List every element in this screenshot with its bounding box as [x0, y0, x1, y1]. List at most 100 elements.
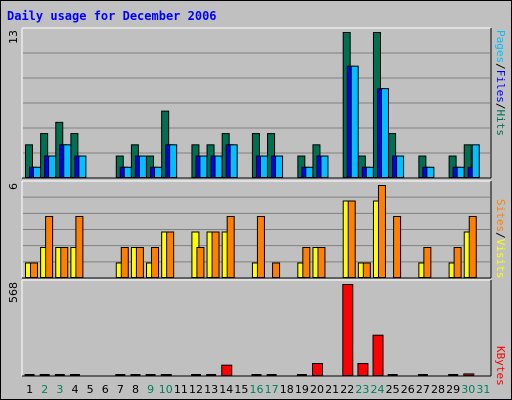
bar-sites-day-24 — [377, 185, 386, 278]
bar-sites-day-7 — [120, 247, 129, 278]
day-label-19: 19 — [295, 383, 309, 396]
bar-sites-day-25 — [393, 216, 402, 278]
bar-pages-day-25 — [396, 155, 405, 179]
bar-pages-day-22 — [350, 65, 359, 178]
bar-sites-day-29 — [453, 247, 462, 278]
day-label-17: 17 — [265, 383, 279, 396]
bar-pages-day-30 — [471, 144, 480, 178]
bar-kbytes-day-17 — [266, 374, 277, 376]
bar-sites-day-14 — [226, 216, 235, 278]
bar-sites-day-1 — [30, 262, 38, 278]
day-label-23: 23 — [355, 383, 369, 396]
day-label-24: 24 — [371, 383, 385, 396]
day-label-1: 1 — [26, 383, 33, 396]
bar-kbytes-day-19 — [296, 374, 307, 376]
legend-entry: Sites — [494, 199, 507, 232]
day-label-13: 13 — [204, 383, 218, 396]
bar-pages-day-10 — [169, 144, 178, 178]
bar-sites-day-9 — [151, 247, 160, 278]
chart-title: Daily usage for December 2006 — [7, 9, 217, 23]
panel-2-bg — [22, 280, 491, 376]
bar-sites-day-22 — [347, 200, 356, 278]
legend-entry: / — [494, 63, 507, 70]
bar-kbytes-day-12 — [190, 374, 201, 376]
bar-pages-day-17 — [275, 155, 284, 179]
bar-pages-day-23 — [365, 166, 374, 178]
bar-kbytes-day-13 — [206, 374, 217, 376]
day-label-14: 14 — [219, 383, 233, 396]
bar-kbytes-day-2 — [39, 374, 50, 376]
bar-kbytes-day-4 — [69, 374, 80, 376]
bar-kbytes-day-20 — [312, 363, 324, 377]
bar-pages-day-9 — [154, 166, 163, 178]
bar-kbytes-day-7 — [115, 374, 126, 376]
day-label-8: 8 — [132, 383, 139, 396]
day-label-28: 28 — [431, 383, 445, 396]
legend-entry: Visits — [494, 239, 507, 279]
day-label-15: 15 — [234, 383, 248, 396]
bar-sites-day-23 — [362, 262, 371, 278]
panel-1-legend: Sites/Visits — [494, 199, 507, 279]
bar-sites-day-17 — [272, 262, 281, 278]
legend-entry: Hits — [494, 110, 507, 137]
bar-pages-day-2 — [48, 155, 57, 179]
day-label-3: 3 — [56, 383, 63, 396]
bar-pages-day-29 — [456, 166, 465, 178]
bar-sites-day-2 — [45, 216, 54, 278]
bar-kbytes-day-23 — [357, 363, 369, 377]
bar-kbytes-day-29 — [448, 374, 459, 376]
bar-kbytes-day-3 — [54, 374, 65, 376]
legend-entry: Files — [494, 70, 507, 103]
bar-pages-day-3 — [63, 144, 72, 178]
panel-1-ymax-label: 6 — [7, 183, 20, 190]
bar-kbytes-day-22 — [342, 284, 354, 376]
bar-kbytes-day-27 — [417, 374, 428, 376]
panel-2-legend: KBytes — [494, 346, 507, 386]
bar-sites-day-16 — [256, 216, 265, 278]
bar-kbytes-day-9 — [145, 374, 156, 376]
bar-sites-day-13 — [211, 231, 220, 278]
legend-entry: Pages — [494, 30, 507, 63]
day-label-25: 25 — [386, 383, 400, 396]
bar-kbytes-day-25 — [387, 374, 398, 376]
day-label-22: 22 — [340, 383, 354, 396]
day-label-10: 10 — [159, 383, 173, 396]
day-label-30: 30 — [461, 383, 475, 396]
bar-kbytes-day-24 — [372, 334, 384, 376]
bar-sites-day-3 — [60, 247, 69, 278]
bar-kbytes-day-14 — [221, 364, 233, 376]
bar-sites-day-4 — [75, 216, 84, 278]
day-label-20: 20 — [310, 383, 324, 396]
day-label-21: 21 — [325, 383, 339, 396]
legend-entry: / — [494, 103, 507, 110]
day-label-11: 11 — [174, 383, 188, 396]
panel-2-ymax-label: 568 — [7, 282, 20, 303]
bar-pages-day-16 — [259, 155, 268, 179]
day-label-6: 6 — [102, 383, 109, 396]
legend-entry: KBytes — [494, 346, 507, 386]
bar-pages-day-14 — [229, 144, 238, 178]
day-label-27: 27 — [416, 383, 430, 396]
bar-pages-day-13 — [214, 155, 223, 179]
bar-pages-day-1 — [33, 166, 41, 178]
bar-sites-day-10 — [166, 231, 175, 278]
day-label-5: 5 — [87, 383, 94, 396]
panel-0-ymax-label: 13 — [7, 30, 20, 44]
day-label-12: 12 — [189, 383, 203, 396]
legend-entry: / — [494, 232, 507, 239]
day-label-26: 26 — [401, 383, 415, 396]
bar-pages-day-19 — [305, 166, 314, 178]
bar-sites-day-12 — [196, 247, 205, 278]
bar-sites-day-8 — [135, 247, 144, 278]
bar-pages-day-12 — [199, 155, 208, 179]
day-label-18: 18 — [280, 383, 294, 396]
day-label-16: 16 — [250, 383, 264, 396]
bar-sites-day-30 — [468, 216, 477, 278]
bar-sites-day-19 — [302, 247, 311, 278]
bar-pages-day-27 — [426, 166, 435, 178]
day-label-9: 9 — [147, 383, 154, 396]
panel-0-legend: Pages/Files/Hits — [494, 30, 507, 136]
bar-kbytes-day-10 — [160, 374, 172, 376]
